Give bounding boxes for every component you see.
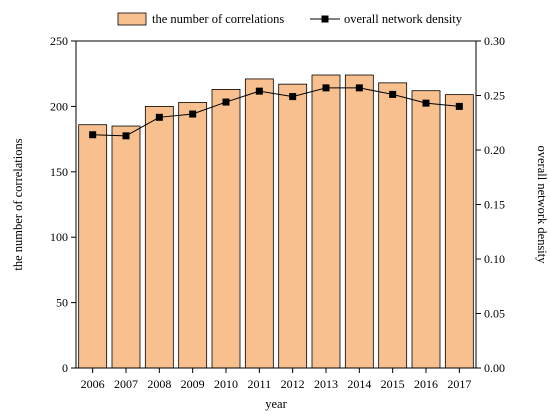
density-point-2010 — [222, 98, 230, 106]
bar-2016 — [411, 90, 441, 369]
bar-2010 — [211, 89, 241, 369]
density-point-2011 — [255, 87, 263, 95]
density-point-2009 — [189, 110, 197, 118]
bar-2014 — [344, 74, 374, 369]
x-tick-label: 2010 — [214, 377, 238, 391]
right-tick-label: 0.30 — [484, 34, 505, 48]
legend-bar-label: the number of correlations — [152, 12, 284, 26]
density-point-2017 — [455, 102, 463, 110]
x-tick-label: 2014 — [347, 377, 371, 391]
right-tick-label: 0.10 — [484, 252, 505, 266]
bar-2017 — [444, 94, 474, 369]
left-tick-label: 150 — [50, 165, 68, 179]
right-y-axis: 0.00 0.05 0.10 0.15 0.20 0.25 0.30 — [476, 34, 505, 375]
left-tick-label: 250 — [50, 34, 68, 48]
density-point-2006 — [89, 131, 97, 139]
density-point-2016 — [422, 99, 430, 107]
density-point-2015 — [389, 90, 397, 98]
density-point-2014 — [355, 84, 363, 92]
bar-2011 — [244, 78, 274, 369]
bar-2015 — [378, 82, 408, 369]
right-tick-label: 0.15 — [484, 198, 505, 212]
x-tick-label: 2012 — [281, 377, 305, 391]
right-tick-label: 0.20 — [484, 143, 505, 157]
left-y-axis: 0 50 100 150 200 250 — [50, 34, 76, 375]
x-tick-label: 2013 — [314, 377, 338, 391]
bar-2008 — [144, 106, 174, 369]
legend-line-label: overall network density — [344, 12, 463, 26]
bar-2009 — [178, 102, 208, 369]
density-line — [92, 87, 460, 137]
x-tick-label: 2007 — [114, 377, 138, 391]
bar-series — [78, 74, 474, 369]
x-axis: 2006 2007 2008 2009 2010 2011 2012 2013 2014 2015… — [81, 368, 471, 391]
x-tick-label: 2006 — [81, 377, 105, 391]
x-tick-label: 2015 — [381, 377, 405, 391]
density-point-2007 — [122, 132, 130, 140]
line-series — [89, 84, 463, 140]
x-tick-label: 2016 — [414, 377, 438, 391]
x-axis-title: year — [265, 397, 287, 411]
left-tick-label: 0 — [62, 361, 68, 375]
right-tick-label: 0.05 — [484, 307, 505, 321]
x-tick-label: 2008 — [147, 377, 171, 391]
left-tick-label: 200 — [50, 99, 68, 113]
density-point-2012 — [289, 93, 297, 101]
bar-2006 — [78, 124, 108, 369]
right-tick-label: 0.00 — [484, 361, 505, 375]
right-tick-label: 0.25 — [484, 89, 505, 103]
left-y-axis-title: the number of correlations — [11, 138, 25, 270]
density-point-2008 — [155, 113, 163, 121]
left-tick-label: 50 — [56, 296, 68, 310]
x-tick-label: 2009 — [181, 377, 205, 391]
legend: the number of correlations overall netwo… — [117, 12, 463, 26]
legend-line-marker — [321, 15, 329, 23]
right-y-axis-title: overall network density — [535, 145, 549, 264]
bar-2013 — [311, 74, 341, 369]
x-tick-label: 2011 — [248, 377, 272, 391]
x-tick-label: 2017 — [447, 377, 471, 391]
bar-2012 — [278, 83, 308, 369]
density-point-2013 — [322, 84, 330, 92]
bar-2007 — [111, 125, 141, 369]
legend-bar-swatch — [117, 12, 147, 26]
left-tick-label: 100 — [50, 230, 68, 244]
